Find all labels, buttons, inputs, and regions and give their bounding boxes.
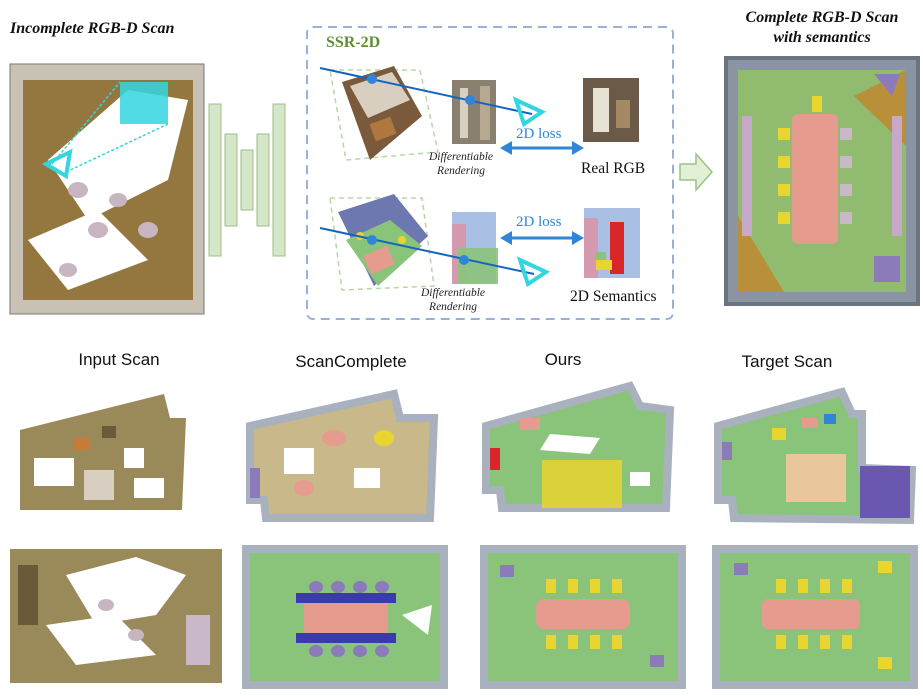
output-arrow [679,152,714,192]
column-label-target-scan: Target Scan [741,352,833,371]
complete-scan-image [724,56,920,306]
column-label-input-scan: Input Scan [78,350,160,369]
target-scan-room2 [712,545,918,689]
network-encoder-decoder [208,103,286,257]
semantic-render-branch [319,194,640,291]
input-scan-room1 [20,394,186,510]
incomplete-scan-image [9,63,205,315]
real-rgb-label: Real RGB [581,160,646,177]
ssr2d-title: SSR-2D [326,34,381,51]
ours-room2 [480,545,686,689]
column-label-ours: Ours [544,350,582,369]
column-label-scancomplete: ScanComplete [295,352,407,371]
ours-room1 [482,381,675,512]
loss-label-2: 2D loss [516,214,562,230]
target-scan-room1 [714,387,917,525]
diff-render-label-2: Differentiable Rendering [420,287,486,313]
loss-arrow-2 [500,231,584,245]
input-scan-room2 [10,549,222,683]
scancomplete-room1 [246,389,439,522]
scancomplete-room2 [242,545,448,689]
diff-render-label-1: Differentiable Rendering [428,151,494,177]
ssr2d-box [306,26,674,320]
loss-label-1: 2D loss [516,126,562,142]
semantics-2d-label: 2D Semantics [570,288,657,305]
incomplete-scan-title: Incomplete RGB-D Scan [10,20,175,37]
complete-scan-title: Complete RGB-D Scan with semantics [745,9,899,46]
rgb-render-branch [319,66,639,161]
loss-arrow-1 [500,141,584,155]
